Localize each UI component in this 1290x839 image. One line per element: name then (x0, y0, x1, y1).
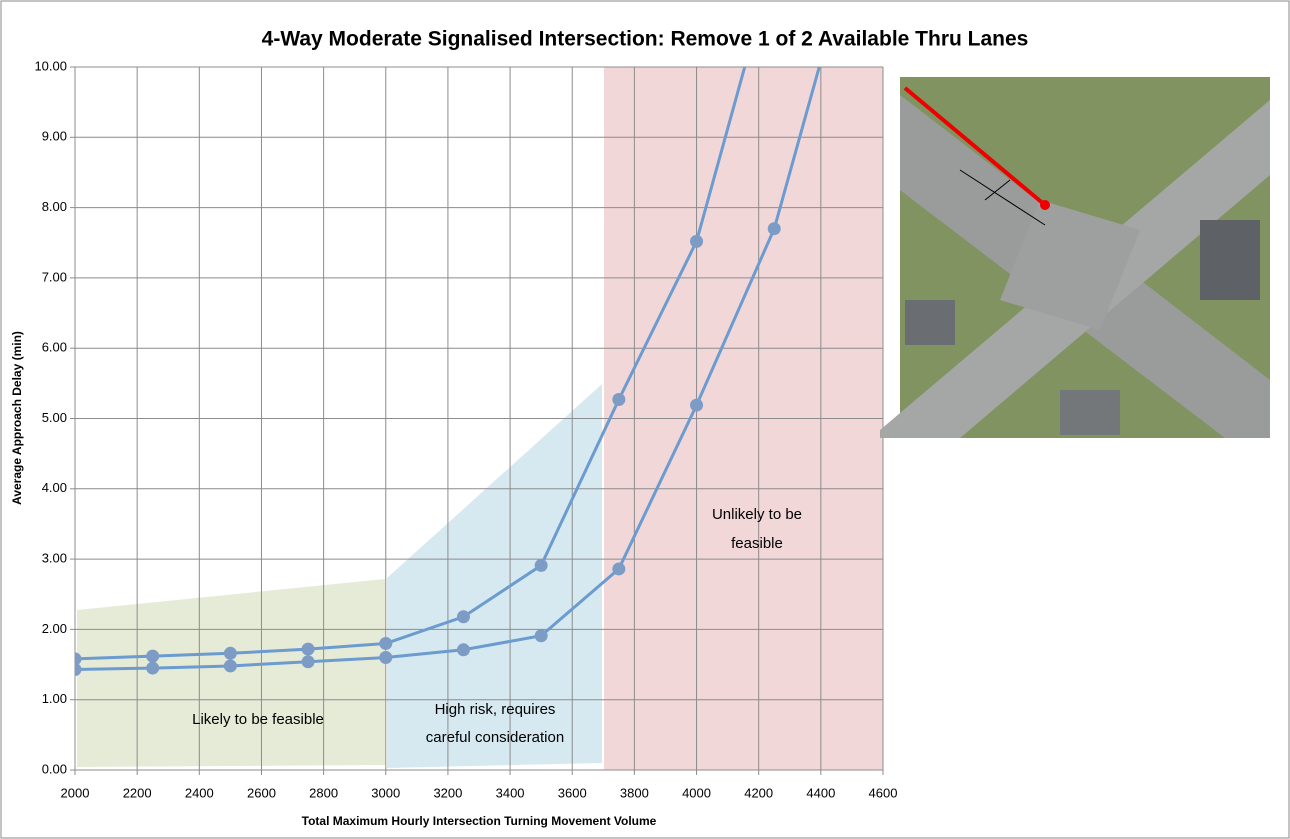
x-tick-label: 2200 (123, 785, 152, 800)
aerial-photo (880, 77, 1270, 438)
region-blue (387, 384, 602, 768)
y-tick-label: 5.00 (42, 410, 67, 425)
data-point (690, 234, 704, 248)
data-point (534, 558, 548, 572)
series (75, 67, 821, 676)
region-label: Likely to be feasible (192, 711, 324, 728)
x-tick-label: 2000 (61, 785, 90, 800)
x-tick-label: 3200 (433, 785, 462, 800)
y-tick-label: 3.00 (42, 551, 67, 566)
data-point (146, 649, 160, 663)
x-tick-label: 3400 (496, 785, 525, 800)
y-tick-label: 2.00 (42, 621, 67, 636)
y-tick-label: 0.00 (42, 761, 67, 776)
region-label: High risk, requires (435, 701, 556, 718)
x-tick-label: 2600 (247, 785, 276, 800)
data-point (379, 651, 393, 665)
x-tick-label: 4600 (869, 785, 898, 800)
y-tick-label: 6.00 (42, 340, 67, 355)
x-tick-label: 4000 (682, 785, 711, 800)
x-tick-label: 2800 (309, 785, 338, 800)
data-point (146, 661, 160, 675)
data-point (534, 629, 548, 643)
y-tick-label: 8.00 (42, 199, 67, 214)
region-label: feasible (731, 535, 783, 552)
region-green (77, 579, 385, 767)
y-tick-label: 1.00 (42, 691, 67, 706)
chart-title: 4-Way Moderate Signalised Intersection: … (262, 28, 1029, 51)
data-point (456, 643, 470, 657)
x-tick-label: 4400 (806, 785, 835, 800)
region-label: careful consideration (426, 729, 564, 746)
data-point (690, 398, 704, 412)
x-tick-label: 3600 (558, 785, 587, 800)
data-point (301, 655, 315, 669)
grid: 0.00 1.00 2.00 3.00 4.00 5.00 6.00 7.00 8.00 9.00… (34, 58, 897, 800)
data-point (75, 662, 82, 676)
data-point (75, 652, 82, 666)
x-tick-label: 2400 (185, 785, 214, 800)
series-line (75, 67, 747, 661)
data-point (612, 562, 626, 576)
x-tick-label: 4200 (744, 785, 773, 800)
x-tick-label: 3000 (371, 785, 400, 800)
y-tick-label: 9.00 (42, 129, 67, 144)
y-axis-title: Average Approach Delay (min) (10, 331, 24, 505)
x-axis-title: Total Maximum Hourly Intersection Turnin… (302, 814, 657, 828)
x-tick-label: 3800 (620, 785, 649, 800)
data-point (612, 393, 626, 407)
region-label: Unlikely to be (712, 506, 802, 523)
data-point (767, 222, 781, 236)
data-point (379, 636, 393, 650)
data-point (223, 646, 237, 660)
data-point (456, 610, 470, 624)
y-tick-label: 7.00 (42, 269, 67, 284)
data-point (223, 659, 237, 673)
data-point (301, 642, 315, 656)
y-tick-label: 4.00 (42, 480, 67, 495)
y-tick-label: 10.00 (34, 58, 67, 73)
